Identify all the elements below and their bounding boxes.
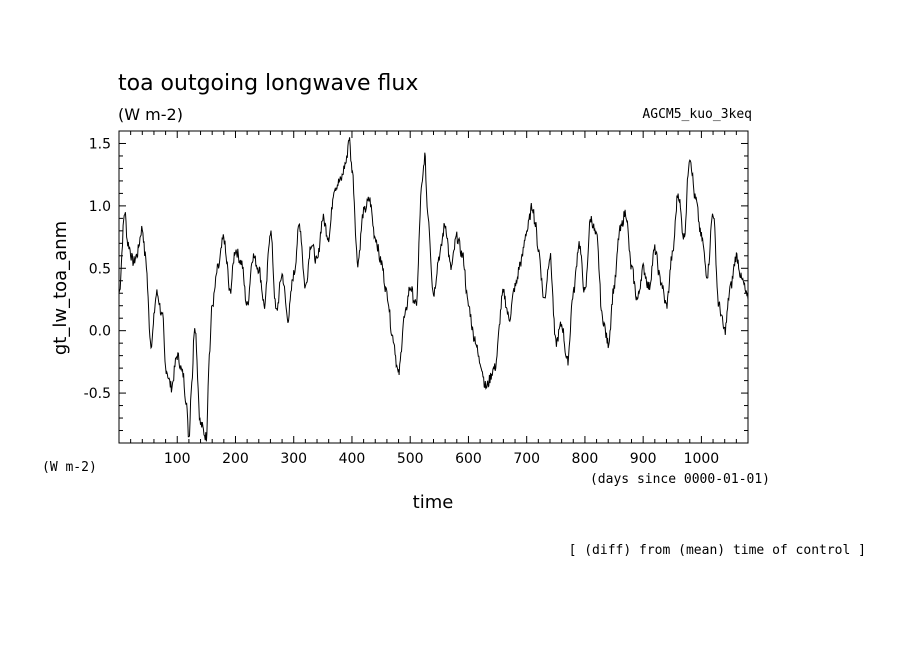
x-tick-label: 900 xyxy=(630,451,657,467)
y-tick-label: -0.5 xyxy=(84,386,111,402)
chart-title: toa outgoing longwave flux xyxy=(118,71,418,96)
x-tick-labels: 100 200 300 400 500 600 700 800 900 1000 xyxy=(164,451,719,467)
x-units-label: (days since 0000-01-01) xyxy=(590,472,770,487)
x-axis-label: time xyxy=(413,492,454,513)
x-tick-label: 400 xyxy=(339,451,366,467)
x-tick-label: 700 xyxy=(513,451,540,467)
x-tick-label: 800 xyxy=(572,451,599,467)
x-tick-label: 100 xyxy=(164,451,191,467)
y-tick-label: 1.0 xyxy=(89,199,111,215)
series-line xyxy=(118,137,749,442)
plot-frame xyxy=(118,130,749,444)
y-tick-labels: -0.5 0.0 0.5 1.0 1.5 xyxy=(84,136,111,402)
experiment-label: AGCM5_kuo_3keq xyxy=(642,107,752,122)
y-tick-label: 1.5 xyxy=(89,136,111,152)
chart-units: (W m-2) xyxy=(118,105,183,124)
x-tick-label: 600 xyxy=(455,451,482,467)
x-tick-label: 300 xyxy=(280,451,307,467)
footnote: [ (diff) from (mean) time of control ] xyxy=(569,543,866,558)
y-tick-label: 0.5 xyxy=(89,261,111,277)
x-tick-label: 500 xyxy=(397,451,424,467)
y-axis-label: gt_lw_toa_anm xyxy=(50,221,71,355)
y-units-label: (W m-2) xyxy=(42,460,97,475)
y-tick-label: 0.0 xyxy=(89,324,111,340)
x-tick-label: 200 xyxy=(222,451,249,467)
axis-ticks xyxy=(119,131,748,443)
x-tick-label: 1000 xyxy=(684,451,720,467)
